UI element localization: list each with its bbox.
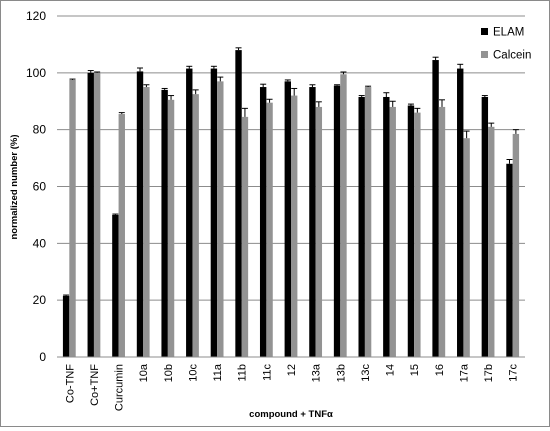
bar-calcein (167, 99, 175, 358)
x-tick-label: 15 (409, 364, 421, 376)
bar-calcein (143, 87, 150, 358)
x-tick-label: 16 (434, 364, 446, 376)
bar-elam (481, 96, 489, 358)
bar-calcein (414, 112, 421, 357)
y-tick-label: 100 (26, 66, 46, 80)
x-tick-label: 10c (187, 364, 199, 382)
y-tick-label: 20 (33, 293, 47, 307)
x-tick-label: 13c (360, 364, 372, 382)
bar-calcein (488, 126, 495, 357)
bar-elam (136, 71, 144, 357)
bar-calcein (118, 114, 125, 357)
x-tick-label: Curcumin (114, 364, 126, 411)
bar-calcein (438, 106, 446, 357)
bar-calcein (69, 79, 76, 357)
bar-calcein (364, 87, 372, 358)
bar-calcein (266, 102, 273, 357)
y-tick-label: 120 (26, 9, 46, 23)
x-tick-label: Co-TNF (64, 364, 76, 403)
bar-elam (235, 50, 242, 357)
x-tick-label: 10a (138, 363, 150, 382)
legend-swatch-calcein (481, 51, 488, 58)
bar-elam (432, 60, 439, 357)
bar-elam (112, 214, 119, 357)
bar-elam (87, 72, 94, 357)
x-tick-labels: Co-TNF Co+TNF Curcumin 10a 10b 10c 11a 11b 11c 12… (64, 363, 519, 411)
x-tick-label: 11b (237, 364, 249, 382)
bar-calcein (217, 81, 224, 357)
bar-elam (333, 85, 341, 357)
bar-calcein (463, 138, 470, 357)
bar-elam (259, 87, 267, 358)
bar-elam (457, 68, 464, 357)
legend-swatch-elam (481, 28, 488, 35)
bar-elam (210, 68, 218, 357)
bar-calcein (93, 72, 101, 357)
legend-label-elam: ELAM (493, 27, 524, 39)
bars (62, 47, 520, 358)
x-tick-label: 13b (335, 364, 347, 382)
x-tick-label: 17b (483, 364, 495, 382)
bar-calcein (291, 95, 298, 358)
x-tick-label: 12 (286, 364, 298, 376)
bar-elam (506, 163, 513, 357)
x-tick-label: 11a (212, 363, 224, 381)
x-tick-label: 13a (311, 363, 323, 382)
bar-elam (284, 81, 291, 357)
x-tick-label: 14 (385, 364, 397, 376)
bar-calcein (241, 116, 249, 357)
x-tick-label: 17a (458, 363, 470, 382)
x-tick-label: 11c (261, 364, 273, 381)
y-axis-title: normalized number (%) (9, 134, 20, 239)
x-tick-label: 10b (163, 364, 175, 382)
y-tick-label: 80 (33, 123, 47, 137)
bar-calcein (389, 106, 396, 357)
bar-elam (186, 68, 193, 357)
bar-elam (383, 96, 390, 358)
x-axis-title: compound + TNFα (249, 409, 333, 420)
y-tick-labels: 0 20 40 60 80 100 120 (26, 9, 46, 364)
bar-elam (407, 105, 415, 357)
bar-elam (62, 295, 70, 357)
bar-elam (309, 87, 316, 358)
bar-calcein (512, 133, 520, 357)
bar-calcein (192, 94, 199, 357)
bar-calcein (315, 106, 323, 357)
bar-elam (161, 89, 168, 357)
bar-elam (358, 96, 365, 358)
y-tick-label: 0 (39, 350, 46, 364)
x-tick-label: 17c (508, 364, 520, 382)
bar-calcein (340, 74, 347, 358)
y-tick-label: 40 (33, 236, 47, 250)
legend-label-calcein: Calcein (493, 50, 531, 62)
y-tick-label: 60 (33, 180, 47, 194)
x-tick-label: Co+TNF (89, 364, 101, 406)
legend: ELAM Calcein (481, 27, 531, 62)
